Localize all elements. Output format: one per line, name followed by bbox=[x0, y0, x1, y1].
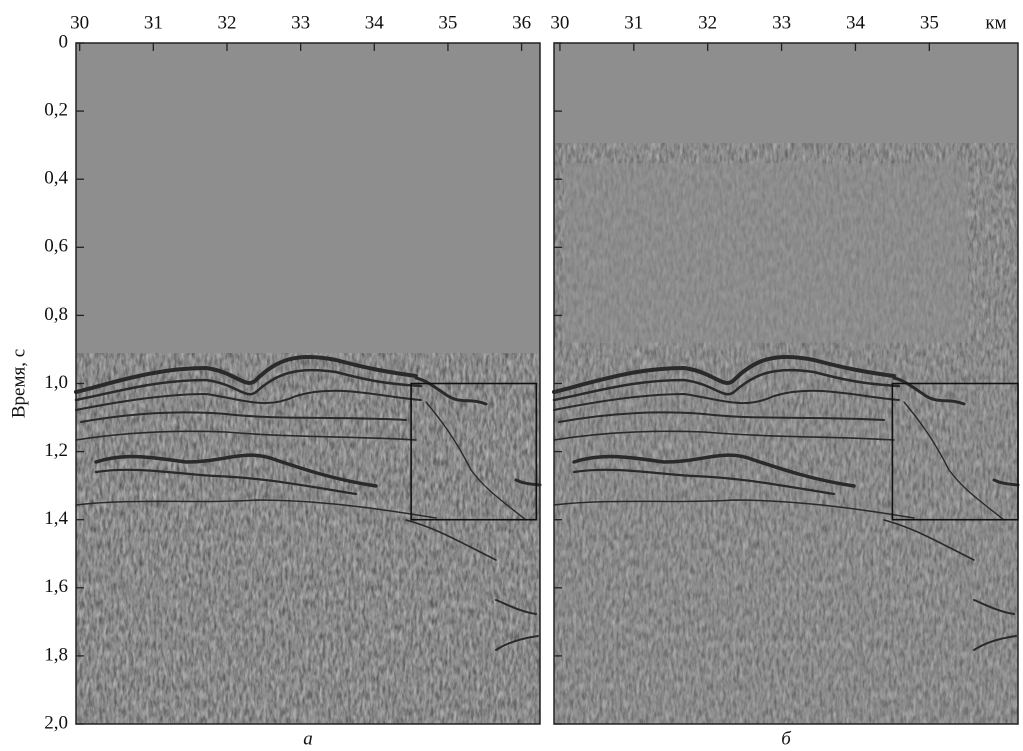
x-tick-label: 35 bbox=[438, 12, 457, 33]
panel-label: б bbox=[781, 728, 792, 749]
x-tick-label: 33 bbox=[291, 12, 310, 33]
x-axis-label: км bbox=[985, 12, 1006, 33]
noise-light bbox=[76, 353, 540, 724]
x-tick-label: 32 bbox=[698, 12, 717, 33]
y-tick-label: 0,4 bbox=[44, 168, 68, 189]
x-tick-label: 31 bbox=[624, 12, 643, 33]
x-tick-label: 34 bbox=[846, 12, 866, 33]
x-tick-label: 31 bbox=[144, 12, 163, 33]
y-tick-label: 2,0 bbox=[44, 712, 68, 733]
y-axis-label: Время, с bbox=[8, 349, 29, 418]
x-tick-label: 35 bbox=[920, 12, 939, 33]
y-tick-label: 0 bbox=[59, 31, 69, 52]
x-tick-label: 36 bbox=[512, 12, 531, 33]
panel-label: а bbox=[303, 728, 313, 749]
quiet-zone bbox=[564, 163, 968, 343]
y-tick-label: 1,0 bbox=[44, 372, 68, 393]
y-tick-label: 0,6 bbox=[44, 236, 68, 257]
highlight-box bbox=[410, 382, 538, 521]
y-tick-label: 1,2 bbox=[44, 440, 68, 461]
y-tick-label: 1,4 bbox=[44, 508, 68, 529]
y-tick-label: 0,2 bbox=[44, 99, 68, 120]
x-tick-label: 33 bbox=[772, 12, 791, 33]
x-tick-label: 34 bbox=[365, 12, 385, 33]
x-tick-label: 30 bbox=[70, 12, 89, 33]
highlight-box bbox=[891, 382, 1019, 521]
x-tick-label: 30 bbox=[550, 12, 569, 33]
y-tick-label: 1,6 bbox=[44, 576, 68, 597]
y-tick-label: 1,8 bbox=[44, 644, 68, 665]
y-tick-label: 0,8 bbox=[44, 304, 68, 325]
x-tick-label: 32 bbox=[217, 12, 236, 33]
